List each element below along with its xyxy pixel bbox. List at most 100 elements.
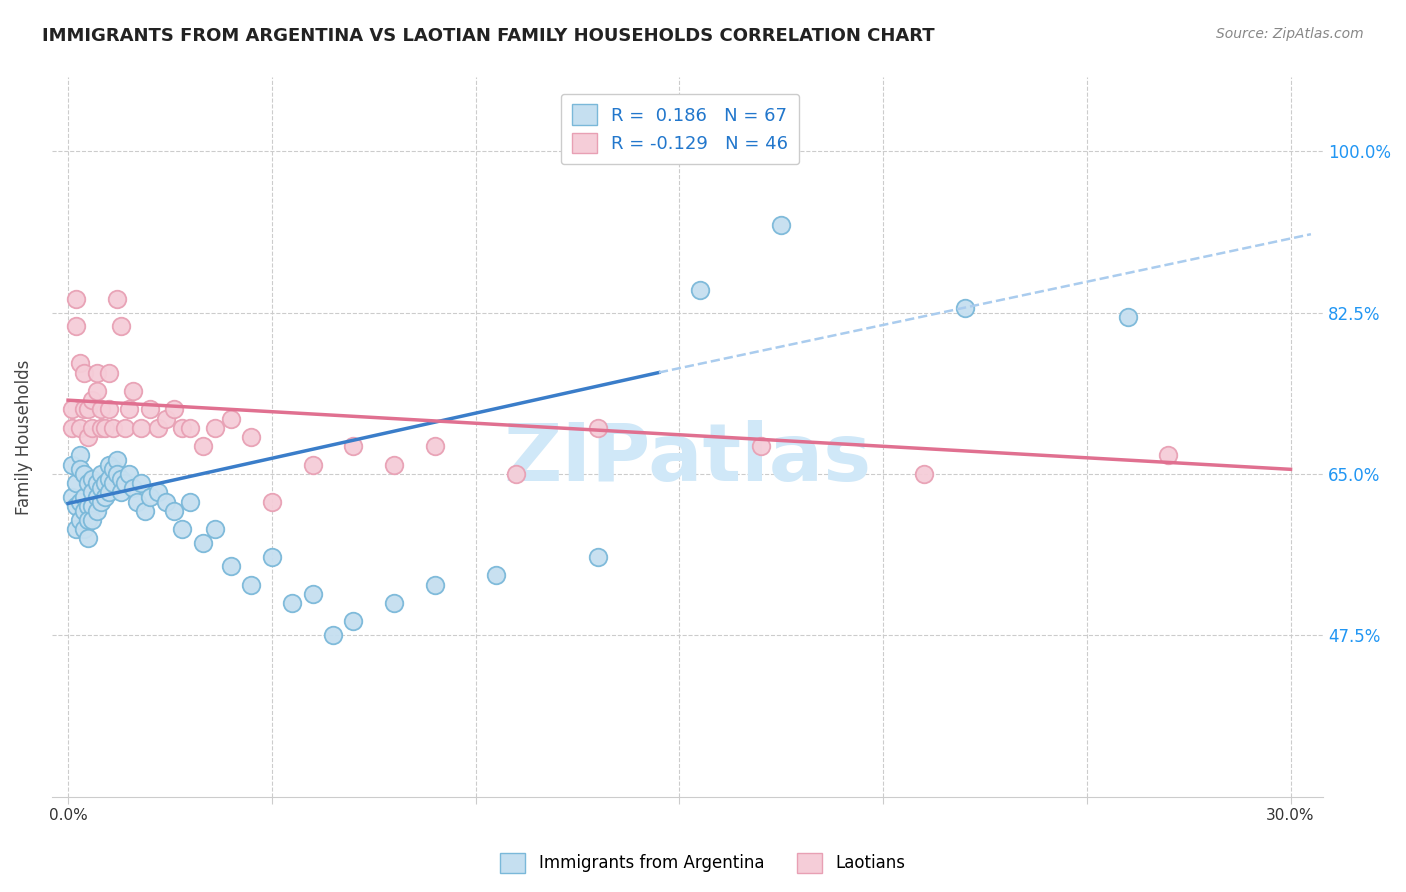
Point	[82, 513, 104, 527]
Point	[90, 402, 112, 417]
Point	[105, 292, 128, 306]
Point	[749, 439, 772, 453]
Point	[65, 522, 87, 536]
Point	[90, 421, 112, 435]
Point	[191, 536, 214, 550]
Point	[73, 467, 96, 481]
Point	[77, 430, 100, 444]
Point	[118, 467, 141, 481]
Point	[382, 458, 405, 472]
Point	[1157, 449, 1180, 463]
Point	[586, 549, 609, 564]
Point	[73, 522, 96, 536]
Point	[105, 453, 128, 467]
Point	[322, 628, 344, 642]
Text: IMMIGRANTS FROM ARGENTINA VS LAOTIAN FAMILY HOUSEHOLDS CORRELATION CHART: IMMIGRANTS FROM ARGENTINA VS LAOTIAN FAM…	[42, 27, 935, 45]
Text: Source: ZipAtlas.com: Source: ZipAtlas.com	[1216, 27, 1364, 41]
Point	[260, 494, 283, 508]
Point	[69, 494, 91, 508]
Point	[101, 421, 124, 435]
Point	[110, 319, 132, 334]
Point	[97, 485, 120, 500]
Point	[505, 467, 527, 481]
Point	[97, 366, 120, 380]
Point	[82, 393, 104, 408]
Point	[953, 301, 976, 315]
Point	[73, 366, 96, 380]
Point	[155, 494, 177, 508]
Point	[69, 513, 91, 527]
Point	[90, 494, 112, 508]
Point	[114, 476, 136, 491]
Point	[86, 384, 108, 398]
Point	[93, 476, 115, 491]
Point	[155, 411, 177, 425]
Point	[69, 449, 91, 463]
Point	[179, 421, 201, 435]
Point	[93, 421, 115, 435]
Point	[219, 559, 242, 574]
Point	[204, 522, 226, 536]
Point	[138, 402, 160, 417]
Point	[219, 411, 242, 425]
Point	[382, 596, 405, 610]
Point	[86, 490, 108, 504]
Point	[301, 458, 323, 472]
Point	[114, 421, 136, 435]
Point	[240, 577, 263, 591]
Point	[172, 421, 194, 435]
Point	[146, 485, 169, 500]
Point	[77, 513, 100, 527]
Point	[191, 439, 214, 453]
Point	[93, 490, 115, 504]
Point	[60, 402, 83, 417]
Point	[204, 421, 226, 435]
Legend: R =  0.186   N = 67, R = -0.129   N = 46: R = 0.186 N = 67, R = -0.129 N = 46	[561, 94, 799, 164]
Point	[423, 439, 446, 453]
Point	[82, 500, 104, 514]
Point	[770, 218, 793, 232]
Point	[90, 467, 112, 481]
Legend: Immigrants from Argentina, Laotians: Immigrants from Argentina, Laotians	[494, 847, 912, 880]
Point	[69, 421, 91, 435]
Point	[77, 476, 100, 491]
Point	[122, 384, 145, 398]
Text: ZIPatlas: ZIPatlas	[503, 419, 872, 498]
Point	[77, 500, 100, 514]
Point	[65, 500, 87, 514]
Point	[163, 504, 186, 518]
Point	[179, 494, 201, 508]
Point	[73, 402, 96, 417]
Point	[101, 462, 124, 476]
Point	[240, 430, 263, 444]
Y-axis label: Family Households: Family Households	[15, 359, 32, 515]
Point	[60, 490, 83, 504]
Point	[118, 402, 141, 417]
Point	[97, 471, 120, 485]
Point	[134, 504, 156, 518]
Point	[60, 421, 83, 435]
Point	[342, 439, 364, 453]
Point	[146, 421, 169, 435]
Point	[127, 494, 149, 508]
Point	[122, 481, 145, 495]
Point	[65, 292, 87, 306]
Point	[86, 366, 108, 380]
Point	[65, 319, 87, 334]
Point	[423, 577, 446, 591]
Point	[281, 596, 304, 610]
Point	[86, 504, 108, 518]
Point	[77, 532, 100, 546]
Point	[260, 549, 283, 564]
Point	[912, 467, 935, 481]
Point	[301, 587, 323, 601]
Point	[73, 490, 96, 504]
Point	[82, 421, 104, 435]
Point	[82, 485, 104, 500]
Point	[163, 402, 186, 417]
Point	[73, 504, 96, 518]
Point	[60, 458, 83, 472]
Point	[90, 481, 112, 495]
Point	[86, 476, 108, 491]
Point	[97, 458, 120, 472]
